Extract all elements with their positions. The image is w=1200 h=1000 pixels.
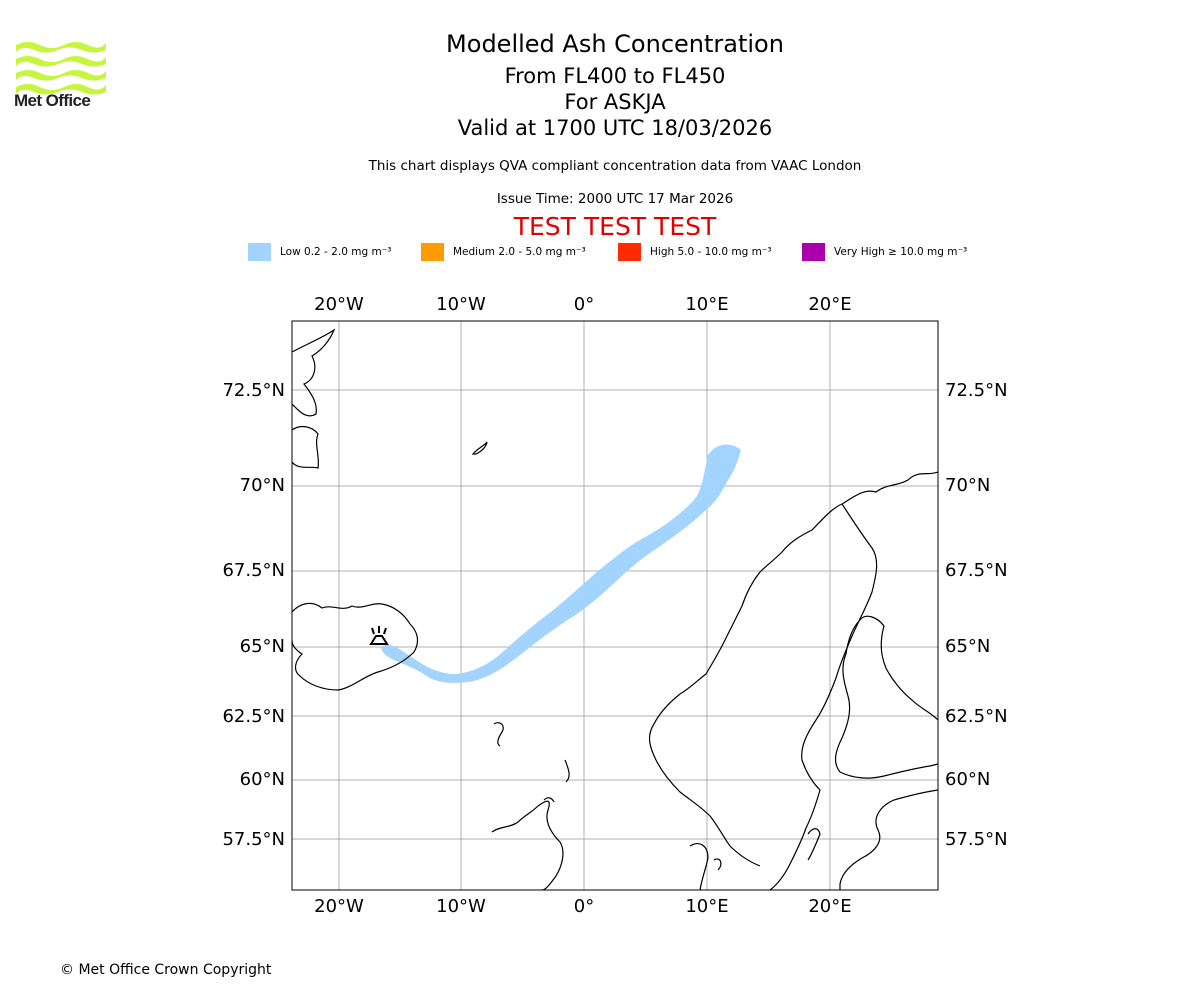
lon-labels-top: 20°W 10°W 0° 10°E 20°E — [314, 294, 851, 315]
coast-greenland-2 — [292, 425, 320, 469]
lat-label-70n-right: 70°N — [945, 475, 990, 496]
lon-label-10e-top: 10°E — [685, 294, 728, 315]
lat-label-70n-left: 70°N — [240, 475, 285, 496]
met-office-logo-icon — [16, 42, 106, 95]
lon-label-20e-top: 20°E — [808, 294, 851, 315]
logo-wordmark: Met Office — [14, 91, 91, 110]
lon-label-20e-bottom: 20°E — [808, 896, 851, 917]
lon-label-0-top: 0° — [574, 294, 594, 315]
coast-baltic-states — [839, 789, 938, 890]
lat-label-72n-left: 72.5°N — [222, 380, 285, 401]
legend-swatch-very-high — [802, 243, 825, 261]
volcano-line: For ASKJA — [564, 90, 666, 114]
legend-label-high: High 5.0 - 10.0 mg m⁻³ — [650, 246, 772, 258]
legend-item-very-high: Very High ≥ 10.0 mg m⁻³ — [802, 243, 967, 261]
lat-label-67n-left: 67.5°N — [222, 560, 285, 581]
coast-shetland — [564, 759, 570, 783]
valid-time: Valid at 1700 UTC 18/03/2026 — [457, 116, 773, 140]
legend-label-medium: Medium 2.0 - 5.0 mg m⁻³ — [453, 246, 586, 258]
lat-label-62n-left: 62.5°N — [222, 706, 285, 727]
coast-finland — [834, 615, 938, 779]
coastlines — [292, 328, 938, 890]
legend-item-low: Low 0.2 - 2.0 mg m⁻³ — [248, 243, 391, 261]
lon-label-10e-bottom: 10°E — [685, 896, 728, 917]
coast-faroes — [493, 722, 504, 747]
legend-swatch-medium — [421, 243, 444, 261]
lat-label-57n-right: 57.5°N — [945, 829, 1008, 850]
legend-item-high: High 5.0 - 10.0 mg m⁻³ — [618, 243, 772, 261]
lat-label-60n-right: 60°N — [945, 769, 990, 790]
coast-danish-isles — [713, 858, 722, 871]
issue-time: Issue Time: 2000 UTC 17 Mar 2026 — [496, 191, 734, 207]
lon-label-20w-bottom: 20°W — [314, 896, 364, 917]
lat-labels-right: 72.5°N 70°N 67.5°N 65°N 62.5°N 60°N 57.5… — [945, 380, 1008, 850]
coast-iceland — [292, 602, 419, 691]
lat-label-62n-right: 62.5°N — [945, 706, 1008, 727]
coast-gotland — [807, 828, 821, 861]
lon-label-0-bottom: 0° — [574, 896, 594, 917]
lon-label-20w-top: 20°W — [314, 294, 364, 315]
lat-label-65n-left: 65°N — [240, 636, 285, 657]
legend-swatch-high — [618, 243, 641, 261]
lon-labels-bottom: 20°W 10°W 0° 10°E 20°E — [314, 896, 851, 917]
legend-item-medium: Medium 2.0 - 5.0 mg m⁻³ — [421, 243, 586, 261]
coast-sweden — [769, 503, 878, 890]
coast-orkney — [543, 797, 555, 803]
coast-norway — [648, 471, 938, 867]
flight-levels: From FL400 to FL450 — [504, 64, 726, 88]
lat-label-60n-left: 60°N — [240, 769, 285, 790]
legend-swatch-low — [248, 243, 271, 261]
map-frame — [291, 320, 939, 891]
volcano-icon — [369, 626, 389, 645]
copyright: © Met Office Crown Copyright — [60, 962, 272, 978]
lat-label-72n-right: 72.5°N — [945, 380, 1008, 401]
legend-label-low: Low 0.2 - 2.0 mg m⁻³ — [280, 246, 392, 258]
coast-scotland — [491, 800, 564, 890]
lat-label-67n-right: 67.5°N — [945, 560, 1008, 581]
compliance-note: This chart displays QVA compliant concen… — [368, 158, 862, 174]
test-banner: TEST TEST TEST — [513, 212, 717, 241]
lat-label-57n-left: 57.5°N — [222, 829, 285, 850]
lat-label-65n-right: 65°N — [945, 636, 990, 657]
coast-jan-mayen — [471, 441, 488, 455]
legend-label-very-high: Very High ≥ 10.0 mg m⁻³ — [834, 246, 968, 258]
coast-greenland — [292, 328, 336, 417]
chart-title: Modelled Ash Concentration — [446, 30, 784, 58]
lon-label-10w-bottom: 10°W — [436, 896, 486, 917]
coast-denmark — [689, 843, 709, 890]
lat-labels-left: 72.5°N 70°N 67.5°N 65°N 62.5°N 60°N 57.5… — [222, 380, 285, 850]
lon-label-10w-top: 10°W — [436, 294, 486, 315]
legend: Low 0.2 - 2.0 mg m⁻³ Medium 2.0 - 5.0 mg… — [0, 243, 1200, 265]
subtitle-block: From FL400 to FL450 For ASKJA Valid at 1… — [315, 63, 915, 141]
